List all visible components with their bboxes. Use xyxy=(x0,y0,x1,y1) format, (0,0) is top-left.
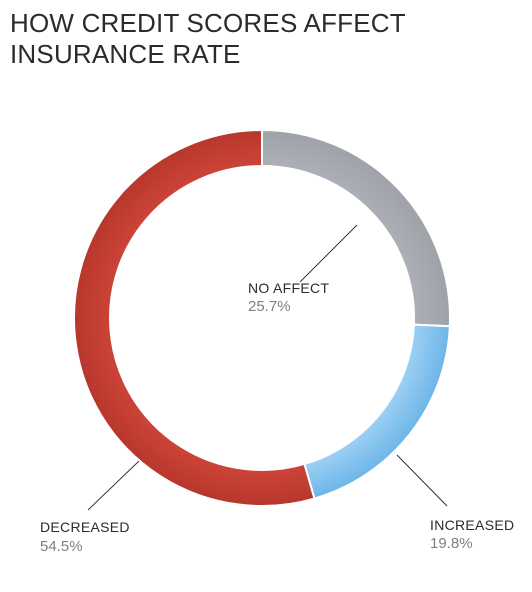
slice-value-decreased: 54.5% xyxy=(40,538,83,555)
slice-label-increased: INCREASED xyxy=(430,517,514,533)
slice-decreased xyxy=(73,128,316,507)
slice-label-no-affect: NO AFFECT xyxy=(248,280,329,296)
leader-line-no-affect xyxy=(299,224,358,283)
donut-labels: NO AFFECT 25.7% INCREASED 19.8% DECREASE… xyxy=(40,224,514,555)
slice-no-affect xyxy=(261,128,451,328)
slice-increased xyxy=(303,323,451,500)
slice-value-no-affect: 25.7% xyxy=(248,298,291,315)
leader-line-decreased xyxy=(87,460,140,511)
donut-slices xyxy=(73,128,451,507)
leader-line-increased xyxy=(396,454,448,507)
chart-title-line-1: HOW CREDIT SCORES AFFECT xyxy=(10,8,406,38)
slice-value-increased: 19.8% xyxy=(430,535,473,552)
slice-label-decreased: DECREASED xyxy=(40,519,130,535)
chart-title-line-2: INSURANCE RATE xyxy=(10,39,241,69)
chart-title: HOW CREDIT SCORES AFFECT INSURANCE RATE xyxy=(10,8,510,70)
